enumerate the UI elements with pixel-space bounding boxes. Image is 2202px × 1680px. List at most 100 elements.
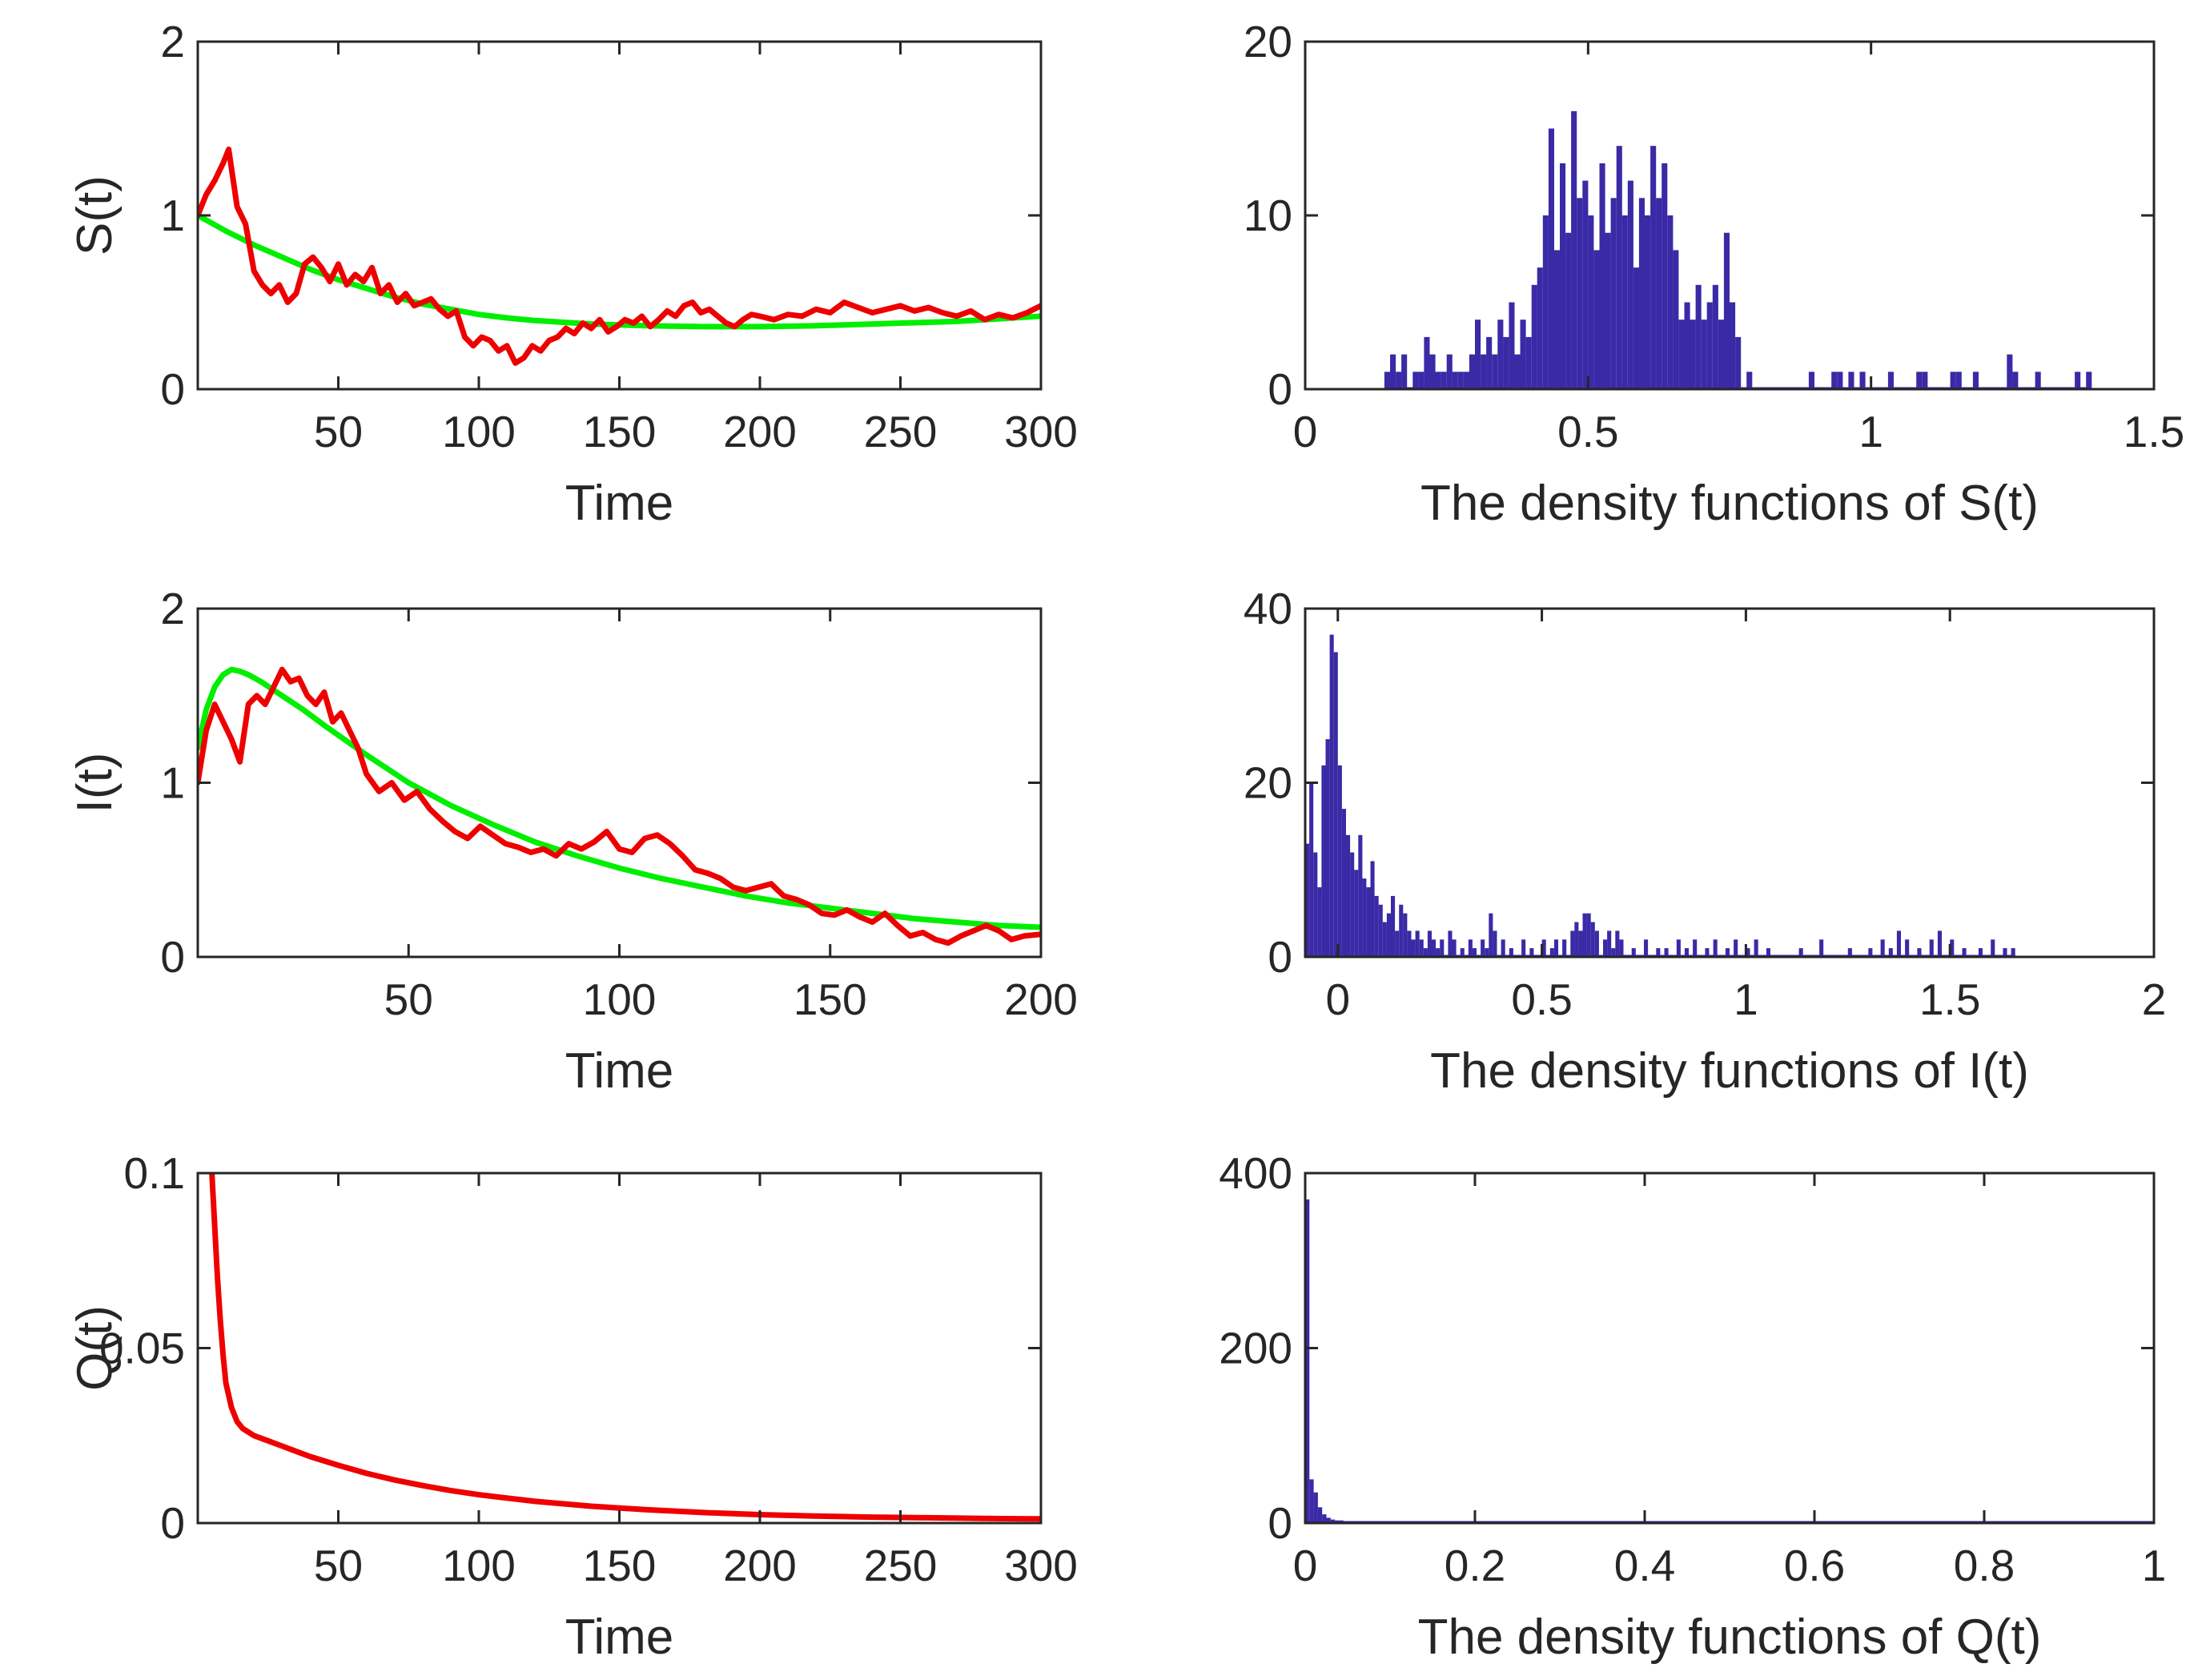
x-tick-label: 200 [723,407,797,456]
histogram-bar [1684,302,1690,389]
histogram-bar [1460,948,1465,957]
histogram-bar [1701,320,1707,389]
y-tick-label: 0.05 [99,1324,185,1373]
histogram-bar [1905,939,1910,957]
histogram-bar [1565,232,1572,389]
histogram-bar [1586,913,1591,957]
y-tick-label: 0 [1268,364,1292,414]
histogram-bar [1492,354,1498,389]
x-tick-label: 50 [314,407,363,456]
axes-box [196,607,1043,959]
histogram-bar [1991,939,1995,957]
histogram-bar [1978,948,1983,957]
y-tick-label: 1 [160,758,185,808]
histogram-bar [1503,336,1509,389]
histogram-bar [1673,250,1679,389]
histogram-bar [2012,372,2019,389]
x-tick-label: 0.2 [1445,1541,1505,1590]
histogram-bar [1929,939,1934,957]
histogram-bar [2086,372,2092,389]
histogram-bar [1718,320,1724,389]
histogram-bar [1525,336,1532,389]
histogram-bar [1436,948,1441,957]
histogram-bar [1468,939,1473,957]
histogram-bar [1615,930,1620,957]
plot-area [1305,1199,2154,1523]
histogram-bar [1713,939,1718,957]
histogram-bar [1922,372,1928,389]
histogram-bar [1962,948,1967,957]
x-tick-label: 0 [1293,1541,1318,1590]
histogram-bar [1638,198,1645,389]
histogram-bar [1676,939,1681,957]
histogram-bar [1633,267,1639,389]
histogram-bar [1621,215,1628,389]
x-tick-label: 150 [583,1541,657,1590]
y-tick-label: 400 [1219,1148,1292,1198]
x-tick-label: 0 [1293,407,1318,456]
histogram-bar [1429,354,1436,389]
x-tick-label: 250 [864,1541,938,1590]
histogram-bar [1848,372,1854,389]
y-tick-label: 200 [1219,1324,1292,1373]
histogram-bar [1798,948,1803,957]
x-axis-label: Time [565,476,673,531]
x-tick-label: 0 [1325,975,1350,1024]
histogram-bar [1520,320,1526,389]
histogram-bar [1396,372,1402,389]
x-axis-label: Time [565,1043,673,1099]
histogram-bar [1537,267,1543,389]
histogram-bar [1590,922,1595,957]
histogram-bar [1395,930,1400,957]
x-tick-label: 0.8 [1954,1541,2015,1590]
y-tick-label: 2 [160,584,185,633]
axes-box [1304,1172,2156,1525]
histogram-bar [1562,939,1567,957]
x-tick-label: 300 [1004,407,1078,456]
histogram-bar [1309,782,1314,957]
axes-box [196,40,1043,391]
y-axis-label: I(t) [67,753,123,814]
histogram-bar [1415,930,1420,957]
x-tick-label: 150 [583,407,657,456]
axes-box [196,1172,1043,1525]
stochastic-series-line [198,666,1041,947]
histogram-bar [1384,372,1390,389]
panel-2: 0 0.5 1 1.5 0 10 20 The density functions of S(… [1244,17,2184,531]
histogram-bar [1399,904,1404,957]
histogram-bar [1693,939,1698,957]
histogram-bar [1481,939,1485,957]
x-axis-label: The density functions of I(t) [1430,1043,2029,1099]
histogram-bar [1333,652,1338,957]
histogram-bar [1847,948,1852,957]
histogram-bar [1548,128,1554,389]
histogram-bar [1509,302,1515,389]
y-axis-label: Q(t) [67,1305,123,1391]
histogram-bar [1972,372,1979,389]
plot-area [209,1173,1041,1522]
histogram-bar [1582,913,1587,957]
histogram-bar [1837,372,1843,389]
histogram-bar [1667,215,1674,389]
histogram-bar [1577,198,1583,389]
histogram-bar [1329,634,1334,957]
histogram-bar [1571,111,1577,389]
histogram-bar [1529,948,1534,957]
histogram-bar [1531,284,1537,389]
histogram-bar [1412,372,1419,389]
histogram-bar [1888,948,1893,957]
histogram-bar [2075,372,2081,389]
histogram-bar [1560,163,1566,389]
x-tick-label: 0.4 [1614,1541,1675,1590]
histogram-bar [1664,948,1669,957]
histogram-bar [1656,198,1662,389]
y-tick-label: 0 [160,932,185,982]
panel-1: 50 100 150 200 250 300 0 1 2 Time S(t) [67,17,1078,531]
histogram-bar [1427,930,1432,957]
histogram-bar [1819,939,1824,957]
histogram-bar [1754,939,1758,957]
histogram-bar [1599,163,1605,389]
histogram-bar [1382,922,1387,957]
y-tick-label: 0.1 [124,1148,185,1198]
